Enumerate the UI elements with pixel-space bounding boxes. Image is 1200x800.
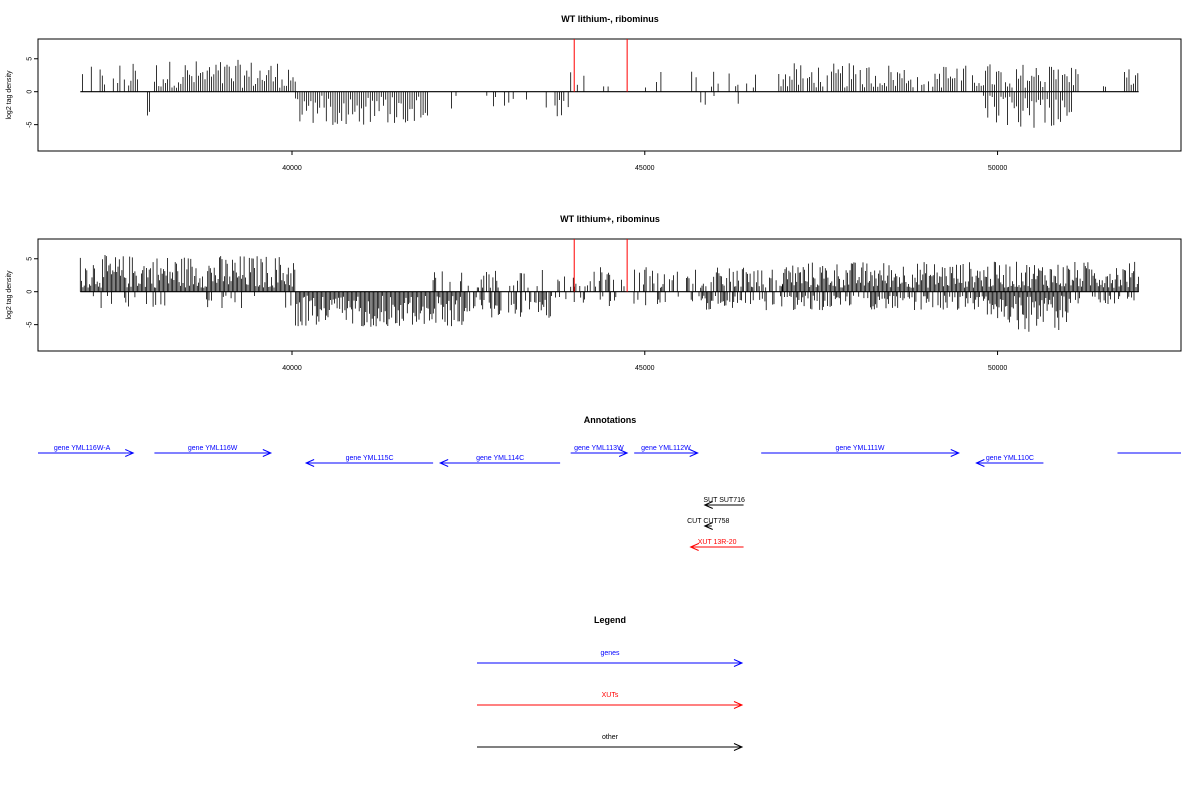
feature-arrow: [975, 459, 1044, 467]
x-tick-label: 40000: [282, 165, 302, 172]
feature-arrow: [125, 449, 135, 457]
x-tick-label: 50000: [988, 165, 1008, 172]
feature-label: gene YML114C: [476, 455, 524, 462]
feature-label: gene YML111W: [835, 445, 884, 452]
legend-panel: Legend genes XUTs other: [477, 615, 744, 751]
y-tick-label: 5: [26, 257, 33, 261]
legend-arrow: [477, 743, 744, 751]
annotations-title: Annotations: [584, 415, 637, 425]
feature-arrow: [438, 459, 561, 467]
y-tick-label: -5: [26, 121, 33, 127]
legend-label: other: [602, 734, 619, 741]
panel-title: WT lithium+, ribominus: [560, 214, 660, 224]
legend-label: XUTs: [602, 692, 619, 699]
legend-arrow: [477, 701, 744, 709]
feature-label: gene YML110C: [986, 455, 1034, 462]
y-axis-label: log2 tag density: [6, 270, 13, 320]
feature-label: SUT SUT716: [703, 497, 745, 504]
plot-frame: [37, 238, 1182, 352]
feature-label: CUT CUT758: [687, 518, 729, 525]
feature-arrow: [304, 459, 434, 467]
signal-bars: [82, 59, 1139, 128]
feature-label: gene YML113W: [574, 445, 624, 452]
y-tick-label: 0: [26, 290, 33, 294]
x-tick-label: 45000: [635, 165, 655, 172]
feature-arrow: [634, 449, 699, 457]
feature-arrow: [154, 449, 273, 457]
feature-arrow: [761, 449, 960, 457]
feature-arrow: [689, 543, 744, 551]
plot-frame: [37, 38, 1182, 152]
feature-label: XUT 13R-20: [698, 539, 737, 546]
y-tick-label: 0: [26, 90, 33, 94]
x-tick-label: 45000: [635, 365, 655, 372]
signal-bars: [79, 255, 1139, 332]
y-tick-label: 5: [26, 57, 33, 61]
feature-label: gene YML116W-A: [54, 445, 111, 452]
feature-arrow: [570, 449, 629, 457]
x-tick-label: 50000: [988, 365, 1008, 372]
feature-arrow: [703, 501, 744, 509]
annotations-panel: Annotations gene YML116W-A gene YML116W ge…: [38, 415, 1181, 551]
feature-label: gene YML115C: [346, 455, 394, 462]
x-tick-label: 40000: [282, 365, 302, 372]
panel-title: WT lithium-, ribominus: [561, 14, 659, 24]
legend-arrow: [477, 659, 744, 667]
y-axis-label: log2 tag density: [6, 70, 13, 120]
y-tick-label: -5: [26, 321, 33, 327]
feature-label: gene YML116W: [188, 445, 238, 452]
feature-arrow: [703, 522, 713, 530]
legend-label: genes: [600, 650, 620, 657]
legend-title: Legend: [594, 615, 626, 625]
feature-label: gene YML112W: [641, 445, 691, 452]
